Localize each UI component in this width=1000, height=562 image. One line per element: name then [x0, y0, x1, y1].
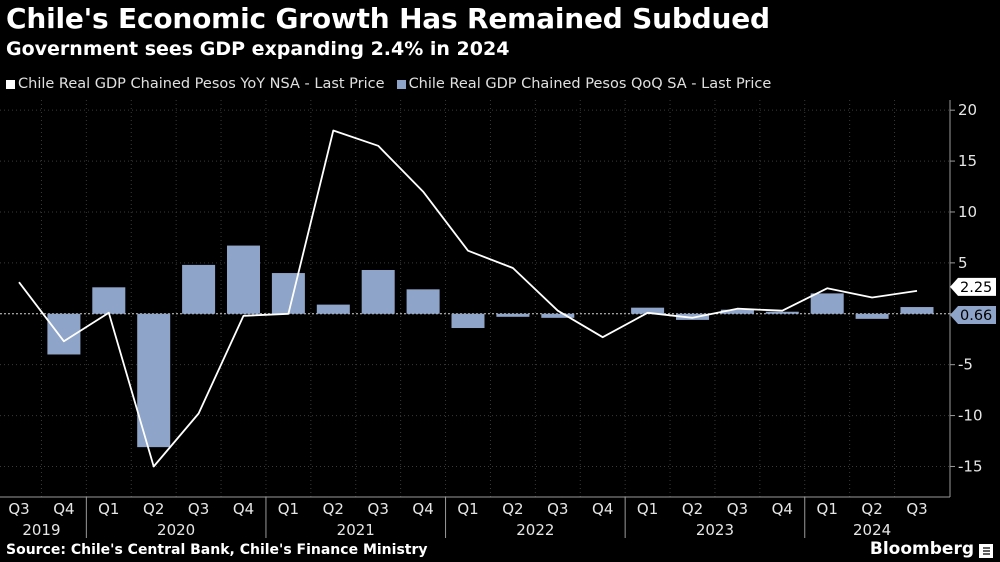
legend-label-yoy: Chile Real GDP Chained Pesos YoY NSA - L… — [18, 76, 385, 92]
chart-title: Chile's Economic Growth Has Remained Sub… — [6, 2, 770, 35]
x-tick-label: Q2 — [323, 500, 344, 518]
x-tick-label: Q3 — [368, 500, 389, 518]
x-tick-label: Q4 — [412, 500, 433, 518]
last-value-tag-qoq: 0.66 — [960, 308, 992, 324]
x-tick-label: Q4 — [772, 500, 793, 518]
x-tick-label: Q4 — [233, 500, 254, 518]
x-tick-label: Q3 — [547, 500, 568, 518]
y-tick-label: 5 — [958, 254, 968, 272]
bar-qoq — [406, 289, 440, 314]
year-label: 2023 — [696, 521, 734, 539]
bar-qoq — [900, 307, 934, 314]
bar-qoq — [855, 313, 889, 319]
source-note: Source: Chile's Central Bank, Chile's Fi… — [6, 542, 428, 558]
y-tick-label: 15 — [958, 152, 977, 170]
x-tick-label: Q2 — [682, 500, 703, 518]
legend-swatch-qoq — [396, 79, 406, 89]
bar-qoq — [227, 245, 260, 314]
bar-qoq — [676, 313, 709, 320]
y-tick-label: 20 — [958, 101, 977, 119]
legend-item-yoy: Chile Real GDP Chained Pesos YoY NSA - L… — [6, 76, 385, 92]
year-label: 2024 — [853, 521, 891, 539]
legend: Chile Real GDP Chained Pesos YoY NSA - L… — [6, 76, 771, 92]
y-tick-label: -10 — [958, 407, 983, 425]
bloomberg-logo: Bloomberg — [869, 539, 974, 559]
line-yoy — [18, 129, 918, 468]
year-label: 2021 — [337, 521, 375, 539]
x-tick-label: Q2 — [861, 500, 882, 518]
bar-qoq — [271, 273, 305, 314]
bar-qoq — [361, 269, 395, 314]
year-label: 2020 — [157, 521, 195, 539]
legend-item-qoq: Chile Real GDP Chained Pesos QoQ SA - La… — [396, 76, 772, 92]
bloomberg-icon-lines — [983, 547, 990, 555]
bar-qoq — [316, 304, 350, 314]
bar-qoq — [182, 264, 216, 314]
x-tick-label: Q1 — [98, 500, 119, 518]
bar-qoq — [451, 313, 485, 329]
bar-qoq — [496, 313, 530, 317]
bar-qoq — [137, 313, 171, 448]
last-value-tag-yoy-box — [950, 277, 996, 296]
bar-qoq — [720, 309, 754, 314]
y-tick-label: -5 — [958, 356, 973, 374]
x-tick-label: Q4 — [53, 500, 74, 518]
x-tick-label: Q3 — [727, 500, 748, 518]
y-tick-label: -15 — [958, 457, 983, 475]
x-tick-label: Q2 — [502, 500, 523, 518]
x-tick-label: Q3 — [906, 500, 927, 518]
last-value-tag-qoq-box — [950, 306, 996, 325]
x-tick-label: Q3 — [8, 500, 29, 518]
last-value-tag-yoy: 2.25 — [960, 280, 992, 296]
bar-qoq — [810, 293, 844, 314]
legend-label-qoq: Chile Real GDP Chained Pesos QoQ SA - La… — [408, 76, 772, 92]
x-tick-label: Q1 — [278, 500, 299, 518]
chart-subtitle: Government sees GDP expanding 2.4% in 20… — [6, 38, 510, 60]
bar-qoq — [92, 287, 126, 314]
x-tick-label: Q2 — [143, 500, 164, 518]
x-tick-label: Q4 — [592, 500, 613, 518]
y-tick-label: 10 — [958, 203, 977, 221]
x-tick-label: Q1 — [637, 500, 658, 518]
x-tick-label: Q1 — [817, 500, 838, 518]
year-label: 2019 — [22, 521, 60, 539]
bar-qoq — [631, 307, 665, 314]
bar-qoq — [541, 313, 575, 318]
legend-swatch-yoy — [6, 79, 15, 89]
year-label: 2022 — [516, 521, 554, 539]
bar-qoq — [765, 311, 799, 314]
x-tick-label: Q3 — [188, 500, 209, 518]
x-tick-label: Q1 — [457, 500, 478, 518]
